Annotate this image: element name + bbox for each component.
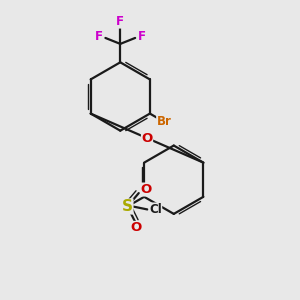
Text: F: F — [138, 30, 146, 43]
Text: O: O — [140, 183, 152, 196]
Text: O: O — [141, 132, 153, 145]
Text: Cl: Cl — [149, 203, 162, 216]
Text: Br: Br — [157, 115, 172, 128]
Text: S: S — [122, 199, 133, 214]
Text: F: F — [116, 15, 124, 28]
Text: F: F — [95, 30, 103, 43]
Text: O: O — [131, 221, 142, 234]
